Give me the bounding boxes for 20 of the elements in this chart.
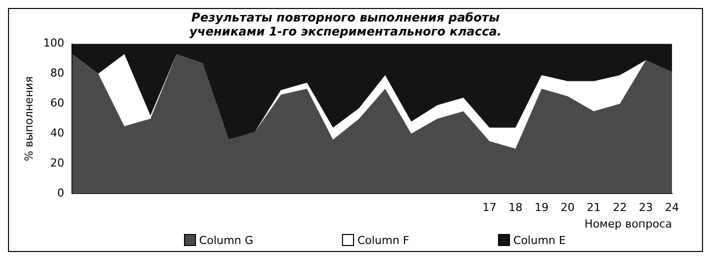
- x-tick-label: 18: [508, 201, 523, 214]
- x-tick-label: 24: [665, 201, 679, 214]
- y-tick-label: 60: [50, 96, 64, 110]
- legend-label: Column E: [513, 234, 566, 246]
- y-tick-label: 20: [50, 156, 64, 170]
- chart-title: Результаты повторного выполнения работы учениками 1-го экспериментального класса.: [189, 10, 502, 39]
- y-tick-label: 100: [43, 36, 64, 50]
- legend-label: Column G: [199, 234, 254, 246]
- y-tick-label: 0: [57, 186, 64, 200]
- x-tick-label: 20: [560, 201, 575, 214]
- y-tick-label: 40: [50, 126, 64, 140]
- x-tick-label: 21: [586, 201, 601, 214]
- x-tick-label: 22: [612, 201, 627, 214]
- y-tick-label: 80: [50, 66, 64, 80]
- legend-label: Column F: [357, 234, 410, 246]
- x-tick-label: 23: [638, 201, 653, 214]
- x-tick-label: 17: [482, 201, 496, 214]
- x-tick-label: 19: [534, 201, 549, 214]
- x-axis-title: Номер вопроса: [584, 217, 672, 230]
- y-axis-title: % выполнения: [22, 76, 36, 162]
